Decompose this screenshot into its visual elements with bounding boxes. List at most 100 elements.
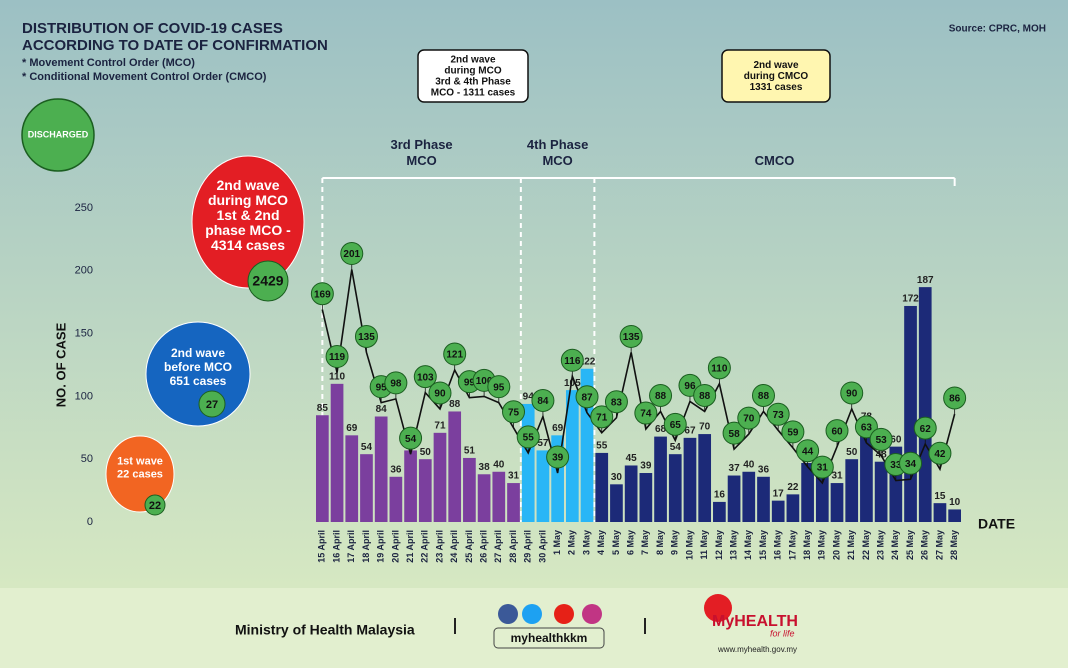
bar — [860, 424, 873, 522]
bar-value-label: 36 — [390, 464, 402, 475]
bar-value-label: 172 — [902, 294, 919, 305]
bar — [639, 473, 653, 522]
bar-value-label: 50 — [420, 447, 432, 458]
y-tick-label: 100 — [75, 390, 93, 402]
y-tick-label: 150 — [75, 328, 93, 340]
discharged-marker — [310, 282, 334, 306]
discharged-label: 119 — [329, 352, 346, 363]
x-tick-label: 10 May — [684, 530, 694, 560]
bar-value-label: 70 — [699, 422, 711, 433]
wave-text-line: 2nd wave — [216, 177, 279, 193]
bar-value-label: 71 — [434, 420, 446, 431]
handle: myhealthkkm — [511, 631, 588, 645]
discharged-label: 60 — [831, 426, 843, 437]
wave-text-line: 2nd wave — [171, 346, 225, 360]
callout-text-line: during MCO — [444, 65, 501, 76]
callout-box — [721, 49, 831, 103]
discharged-label: 103 — [417, 372, 434, 383]
discharged-label: 116 — [564, 356, 581, 367]
x-tick-label: 21 April — [405, 530, 415, 563]
discharged-marker — [384, 371, 408, 395]
bar-value-label: 31 — [831, 471, 843, 482]
wave-text: 2nd wave before MCO 651 cases — [164, 346, 232, 388]
brand: MyHEALTH — [712, 613, 798, 630]
bar — [448, 411, 462, 522]
wave-text-line: 1st wave — [117, 455, 163, 467]
bar — [815, 475, 829, 522]
y-axis-label: NO. OF CASE — [53, 322, 68, 407]
discharged-label: 34 — [905, 459, 917, 470]
bar-value-label: 15 — [934, 491, 946, 502]
x-tick-label: 20 April — [390, 530, 400, 563]
x-tick-label: 25 May — [905, 530, 915, 560]
discharged-label: 88 — [655, 391, 667, 402]
discharged-marker — [899, 451, 923, 475]
phase-label-line: MCO — [406, 153, 436, 168]
discharged-marker — [766, 402, 790, 426]
bar-value-label: 54 — [670, 442, 682, 453]
wave-text-line: 4314 cases — [211, 237, 285, 253]
callout-text-line: during CMCO — [744, 71, 809, 82]
x-tick-label: 15 May — [758, 530, 768, 560]
discharged-marker — [825, 419, 849, 443]
y-tick-label: 200 — [75, 265, 93, 277]
wave-text-line: during MCO — [208, 192, 288, 208]
bar — [918, 287, 932, 522]
x-tick-label: 21 May — [846, 530, 856, 560]
discharged-marker — [487, 375, 511, 399]
bar-value-label: 105 — [564, 378, 581, 389]
discharged-label: 31 — [817, 463, 829, 474]
bar — [610, 484, 623, 522]
discharged-marker — [413, 365, 437, 389]
bar — [654, 436, 667, 522]
x-tick-label: 19 May — [817, 530, 827, 560]
discharged-marker — [428, 381, 452, 405]
bar-value-label: 37 — [729, 463, 741, 474]
bar — [845, 459, 859, 522]
discharged-marker — [781, 420, 805, 444]
x-tick-label: 22 May — [861, 530, 871, 560]
discharged-label: 70 — [743, 414, 755, 425]
bar-value-label: 85 — [317, 403, 329, 414]
discharged-label: 98 — [390, 379, 402, 390]
x-tick-label: 28 May — [949, 530, 959, 560]
bar — [727, 475, 741, 522]
discharged-marker — [796, 439, 820, 463]
bar — [830, 483, 844, 522]
discharged-marker — [546, 445, 570, 469]
bar-value-label: 57 — [537, 438, 549, 449]
discharged-label: 42 — [934, 449, 946, 460]
bar-value-label: 30 — [611, 472, 623, 483]
legend-label: DISCHARGED — [28, 129, 89, 139]
facebook-icon — [498, 604, 518, 624]
wave-discharged-marker — [198, 390, 226, 418]
callout-text-line: MCO - 1311 cases — [431, 87, 516, 98]
x-tick-label: 26 April — [478, 530, 488, 563]
discharged-marker — [325, 345, 349, 369]
wave-discharged-marker — [247, 260, 289, 302]
discharged-marker — [340, 242, 364, 266]
x-axis-label: DATE — [978, 516, 1015, 532]
bar — [492, 471, 506, 522]
discharged-label: 33 — [890, 460, 902, 471]
bar — [433, 432, 447, 522]
discharged-label: 39 — [552, 453, 564, 464]
discharged-marker — [707, 356, 731, 380]
bar — [713, 501, 726, 522]
discharged-label: 84 — [537, 396, 549, 407]
bar — [801, 462, 814, 522]
x-tick-label: 23 May — [876, 530, 886, 560]
discharged-marker — [634, 401, 658, 425]
bar-value-label: 187 — [917, 275, 934, 286]
bar-value-label: 54 — [361, 442, 373, 453]
discharged-label: 135 — [358, 332, 375, 343]
discharged-marker — [590, 405, 614, 429]
bar-value-label: 50 — [846, 447, 858, 458]
bar — [507, 483, 520, 522]
ministry: Ministry of Health Malaysia — [235, 622, 415, 638]
wave-text: 1st wave 22 cases — [117, 455, 163, 480]
bar-value-label: 40 — [493, 459, 505, 470]
bar — [742, 471, 756, 522]
discharged-marker — [928, 441, 952, 465]
